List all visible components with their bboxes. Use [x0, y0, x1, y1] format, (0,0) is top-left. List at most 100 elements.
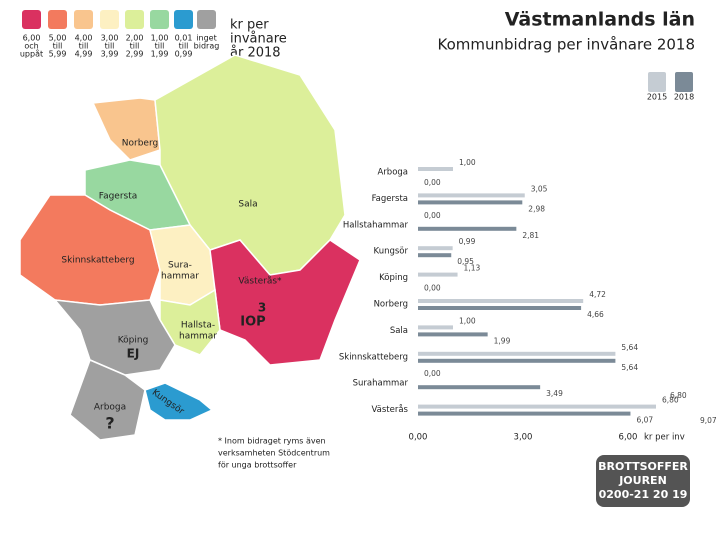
- category-label: Sala: [390, 326, 408, 336]
- annotation: 9,07: [700, 416, 717, 425]
- map-note: ?: [105, 414, 114, 433]
- logo-text: 0200-21 20 19: [599, 488, 688, 501]
- map-note: 3: [258, 301, 266, 315]
- legend-label: bidrag: [194, 42, 220, 51]
- value-label: 1,99: [494, 336, 511, 345]
- legend-label: inget: [196, 34, 216, 43]
- map-label: Arboga: [94, 403, 126, 413]
- bar: [418, 411, 631, 416]
- map-label: Skinnskatteberg: [61, 256, 134, 266]
- map-note: EJ: [127, 347, 140, 361]
- legend-swatch: [174, 10, 193, 29]
- map-region: [144, 382, 214, 421]
- category-label: Hallstahammar: [343, 220, 409, 230]
- legend-label: till: [53, 42, 63, 51]
- legend-label: 5,00: [49, 34, 67, 43]
- map-label: Sura-: [168, 261, 192, 271]
- bar: [418, 253, 452, 258]
- category-label: Surahammar: [353, 379, 409, 389]
- map-note: IOP: [240, 315, 265, 330]
- annotation: 6,80: [670, 391, 687, 400]
- bar: [418, 246, 453, 251]
- value-label: 0,00: [424, 178, 441, 187]
- value-label: 0,00: [424, 211, 441, 220]
- legend-swatch: [100, 10, 119, 29]
- value-label: 2,98: [528, 204, 545, 213]
- legend-swatch: [22, 10, 41, 29]
- value-label: 6,80: [662, 396, 679, 405]
- value-label: 3,05: [531, 184, 548, 193]
- value-label: 6,07: [636, 416, 653, 425]
- map-label: Fagersta: [99, 192, 138, 202]
- legend-label: 2018: [674, 93, 694, 102]
- bar: [418, 358, 616, 363]
- bar: [418, 193, 525, 198]
- legend-swatch: [150, 10, 169, 29]
- map-label: hammar: [179, 332, 217, 342]
- legend-label: 2,99: [126, 50, 144, 59]
- value-label: 4,72: [589, 290, 606, 299]
- bar: [418, 272, 458, 277]
- legend-label: 0,01: [175, 34, 193, 43]
- value-label: 0,00: [424, 284, 441, 293]
- x-tick-label: 6,00: [619, 433, 638, 443]
- bar: [418, 167, 453, 171]
- category-label: Västerås: [372, 404, 409, 415]
- legend-swatch: [648, 72, 666, 92]
- map-label: Köping: [118, 336, 149, 346]
- map-label: Norberg: [122, 139, 158, 149]
- value-label: 1,00: [459, 316, 476, 325]
- legend-label: 1,00: [151, 34, 169, 43]
- x-tick-label: 0,00: [409, 433, 428, 443]
- legend-label: 1,99: [151, 50, 169, 59]
- legend-label: 6,00: [23, 34, 41, 43]
- legend-label: 2,00: [126, 34, 144, 43]
- value-label: 5,64: [621, 343, 638, 352]
- category-label: Kungsör: [374, 247, 409, 257]
- footnote: * Inom bidraget ryms även: [218, 437, 326, 446]
- value-label: 1,00: [459, 158, 476, 167]
- x-tick-label: 3,00: [514, 433, 533, 443]
- value-label: 5,64: [621, 363, 638, 372]
- map-label: Sala: [238, 200, 257, 210]
- legend-label: till: [105, 42, 115, 51]
- value-label: 0,00: [424, 369, 441, 378]
- value-label: 1,13: [464, 264, 481, 273]
- map-region: [53, 299, 176, 376]
- bar: [418, 306, 582, 310]
- category-label: Köping: [379, 273, 408, 283]
- legend-swatch: [74, 10, 93, 29]
- bar: [418, 299, 584, 303]
- legend-title: invånare: [230, 32, 287, 47]
- title: Västmanlands län: [505, 9, 695, 31]
- legend-label: 4,00: [75, 34, 93, 43]
- category-label: Norberg: [374, 300, 408, 310]
- category-label: Arboga: [377, 168, 408, 178]
- map-label: hammar: [161, 272, 199, 282]
- map-region: [69, 358, 146, 441]
- legend-swatch: [675, 72, 693, 92]
- legend-label: 2015: [647, 93, 667, 102]
- value-label: 3,49: [546, 389, 563, 398]
- value-label: 2,81: [522, 231, 539, 240]
- legend-label: 3,99: [101, 50, 119, 59]
- value-label: 0,95: [457, 257, 474, 266]
- value-label: 0,99: [459, 237, 476, 246]
- category-label: Skinnskatteberg: [339, 352, 408, 362]
- legend-label: till: [179, 42, 189, 51]
- footnote: för unga brottsoffer: [218, 461, 297, 470]
- bar: [418, 385, 541, 390]
- bar: [418, 226, 517, 231]
- bar: [418, 404, 656, 409]
- legend-label: till: [155, 42, 165, 51]
- legend-label: uppåt: [20, 49, 43, 59]
- legend-label: 5,99: [49, 50, 67, 59]
- legend-swatch: [125, 10, 144, 29]
- logo-box: [596, 455, 690, 507]
- legend-label: 3,00: [101, 34, 119, 43]
- bar: [418, 351, 616, 356]
- map-label: Hallsta-: [181, 321, 215, 331]
- legend-swatch: [48, 10, 67, 29]
- logo-text: JOUREN: [618, 474, 667, 487]
- legend-title: kr per: [230, 18, 269, 33]
